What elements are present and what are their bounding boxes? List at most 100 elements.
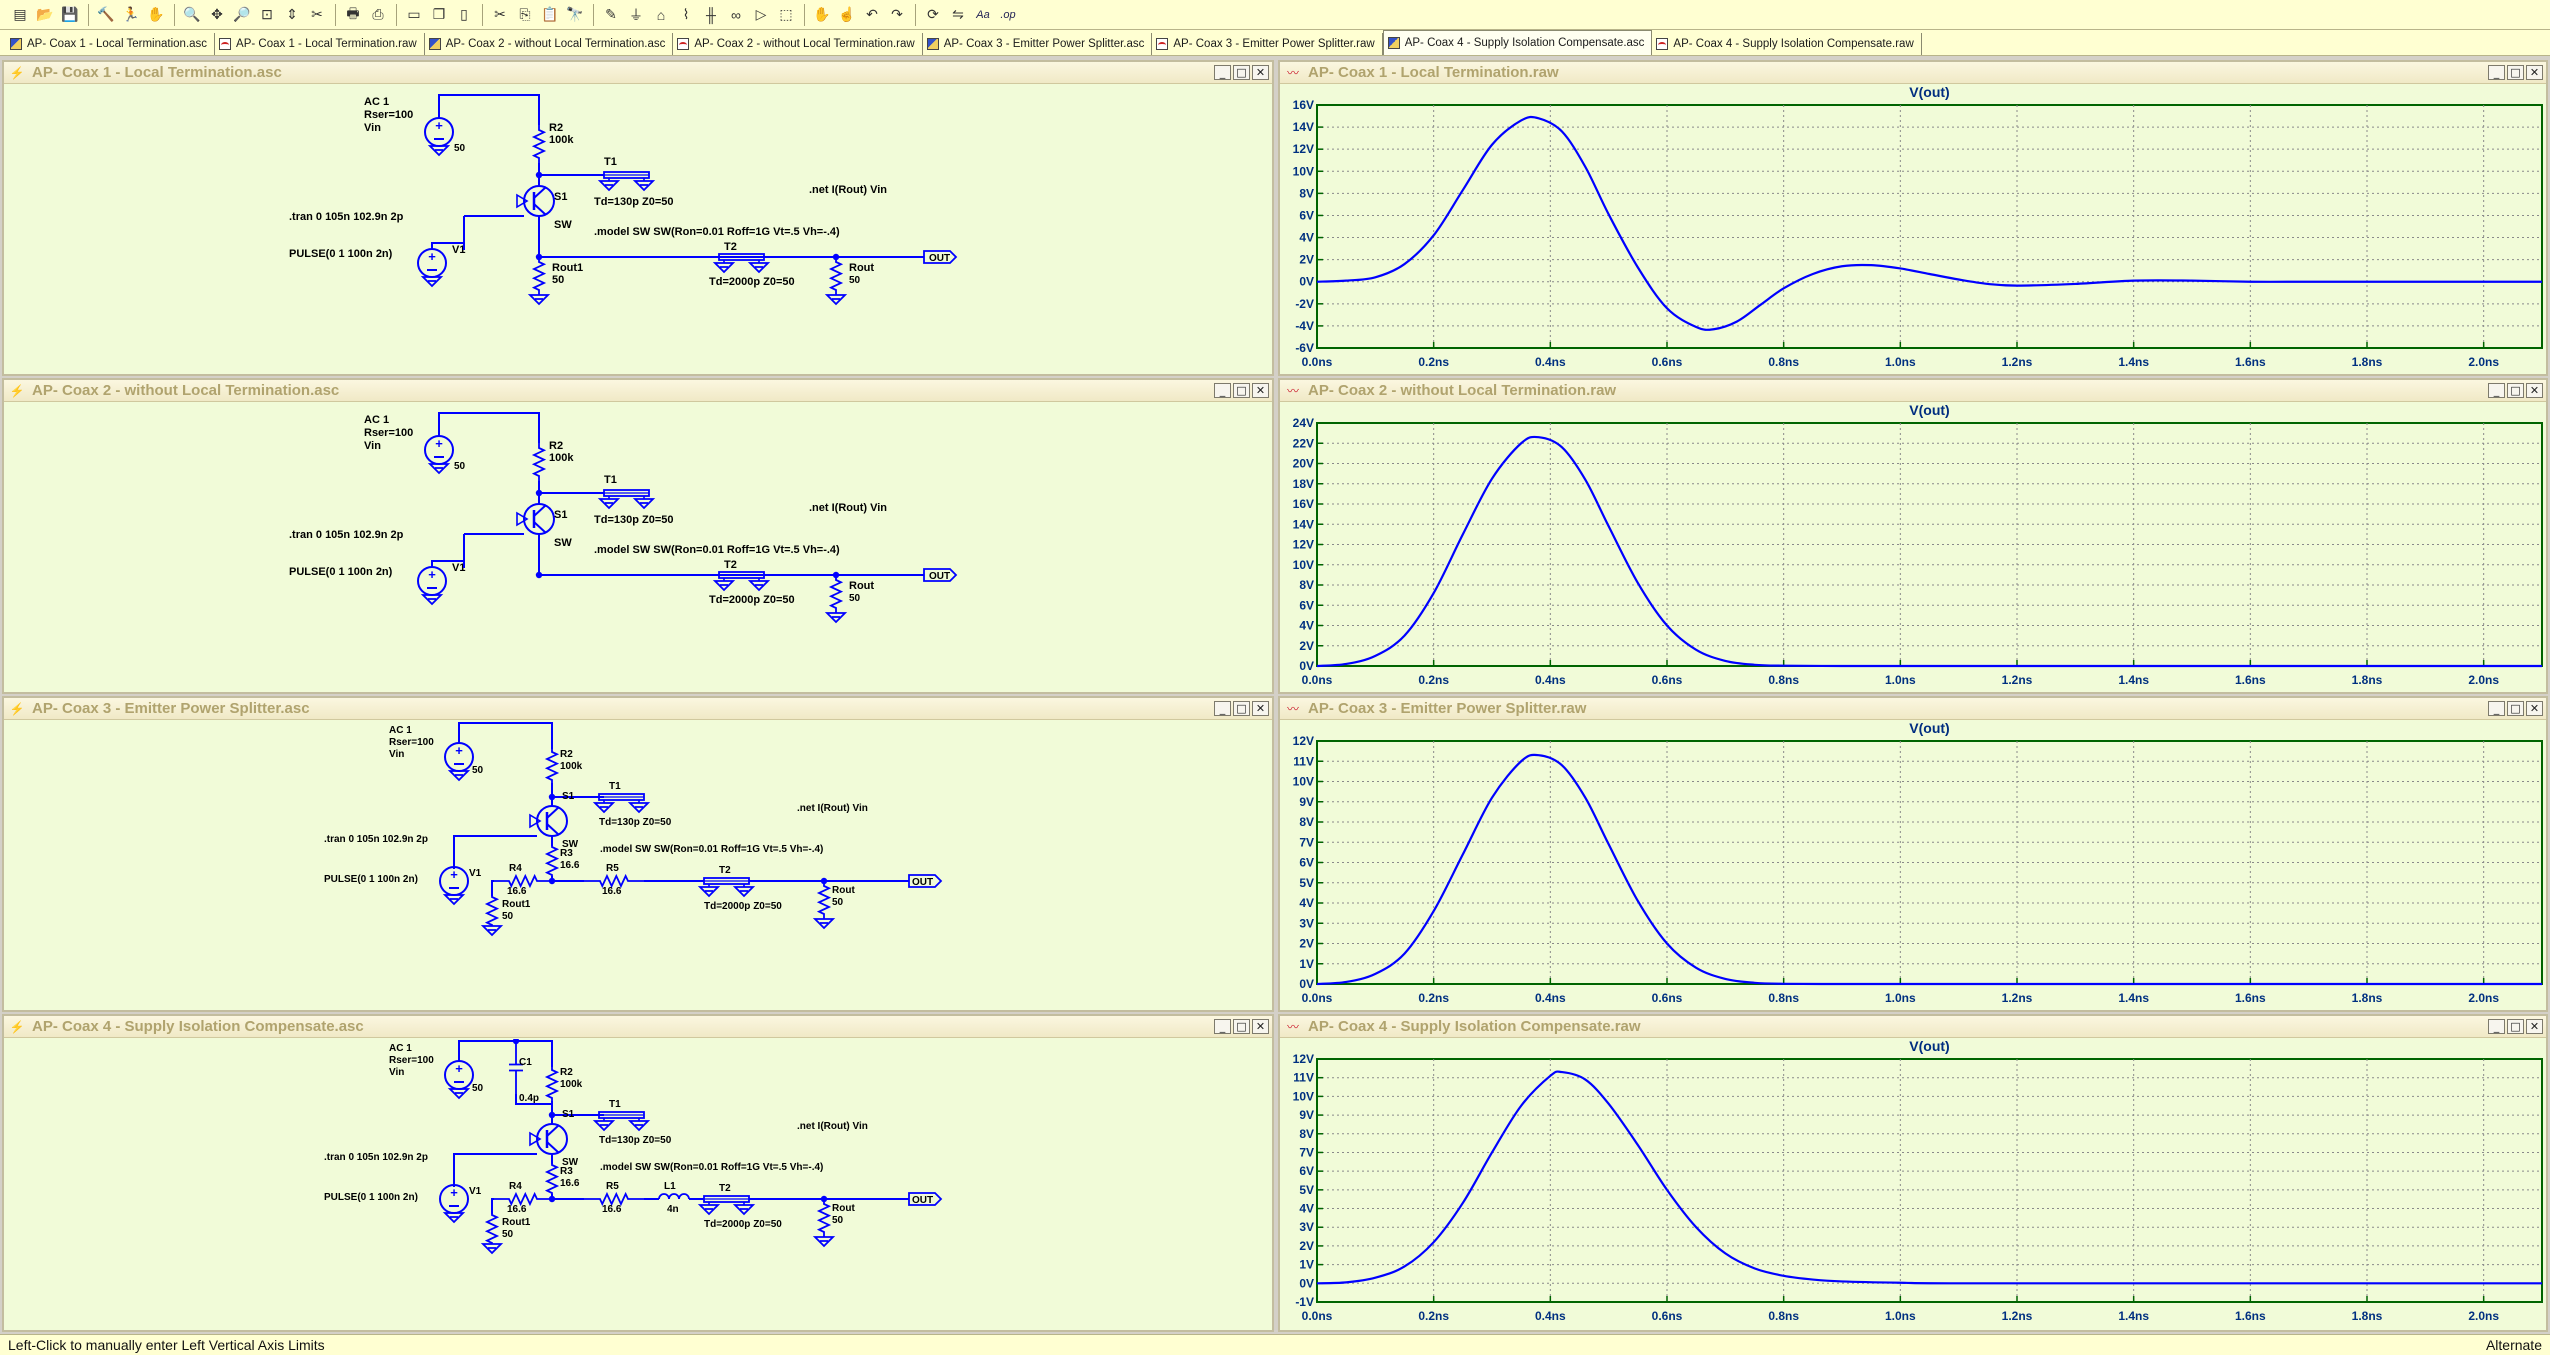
delete-icon[interactable]: ✂ [311, 6, 323, 22]
window-titlebar[interactable]: ⚡ AP- Coax 4 - Supply Isolation Compensat… [4, 1016, 1272, 1038]
document-tab[interactable]: AP- Coax 4 - Supply Isolation Compensate… [1382, 30, 1653, 55]
trace-vout[interactable] [1316, 1070, 2542, 1285]
maximize-button[interactable]: □ [2507, 1019, 2524, 1034]
out-port-flag[interactable] [908, 1192, 943, 1206]
maximize-button[interactable]: □ [1233, 701, 1250, 716]
window-titlebar[interactable]: 〰 AP- Coax 4 - Supply Isolation Compensat… [1280, 1016, 2546, 1038]
close-button[interactable]: ✕ [2526, 383, 2543, 398]
ground-icon[interactable] [447, 770, 471, 782]
minimize-button[interactable]: _ [1214, 383, 1231, 398]
t2-tline[interactable] [712, 253, 771, 274]
run-icon[interactable]: 🏃 [122, 6, 140, 22]
t1-tline[interactable] [592, 793, 651, 814]
ground-icon[interactable] [480, 1243, 504, 1255]
maximize-button[interactable]: □ [1233, 65, 1250, 80]
wire[interactable] [453, 835, 537, 869]
component-icon[interactable]: ⬚ [779, 6, 793, 22]
waveform-window[interactable]: 〰 AP- Coax 2 - without Local Termination.… [1278, 378, 2548, 694]
rout1-resistor[interactable] [531, 257, 547, 295]
schematic-canvas[interactable]: + AC 1 Rser=100 Vin 50 R2 100k T1 Td=130p Z0=50 S… [4, 85, 1272, 374]
waveform-window[interactable]: 〰 AP- Coax 1 - Local Termination.raw _ □ ✕ V(… [1278, 60, 2548, 376]
ground-icon[interactable] [597, 498, 621, 510]
document-tab[interactable]: AP- Coax 1 - Local Termination.asc [6, 33, 216, 55]
trace-vout[interactable] [1316, 753, 2542, 986]
document-tab[interactable]: AP- Coax 2 - without Local Termination.r… [673, 33, 923, 55]
ground-icon[interactable] [427, 145, 451, 157]
wire-icon[interactable]: ✎ [605, 6, 617, 22]
undo-icon[interactable]: ↶ [866, 6, 878, 22]
ground-icon[interactable] [712, 262, 736, 274]
wire[interactable] [431, 242, 465, 250]
print-preview-icon[interactable]: ⎙ [372, 6, 384, 22]
s1-switch[interactable] [529, 805, 568, 837]
t2-tline[interactable] [697, 1195, 756, 1216]
ground-icon[interactable] [812, 1236, 836, 1248]
ground-icon[interactable] [747, 262, 771, 274]
control-panel-icon[interactable]: 🔨 [97, 6, 115, 22]
document-tab[interactable]: AP- Coax 3 - Emitter Power Splitter.raw [1152, 33, 1383, 55]
ground-icon[interactable] [592, 802, 616, 814]
ground-icon[interactable] [747, 580, 771, 592]
inductor-icon[interactable]: ∞ [731, 6, 741, 23]
redo-icon[interactable]: ↷ [891, 6, 903, 22]
ground-icon[interactable] [697, 886, 721, 898]
close-button[interactable]: ✕ [1252, 1019, 1269, 1034]
ground-icon[interactable] [732, 1204, 756, 1216]
wire[interactable] [431, 560, 465, 568]
t1-tline[interactable] [592, 1111, 651, 1132]
ground-icon[interactable] [712, 580, 736, 592]
pan-icon[interactable]: ✥ [211, 6, 223, 22]
halt-icon[interactable]: ✋ [147, 6, 165, 22]
s1-switch[interactable] [516, 503, 555, 535]
ground-icon[interactable] [447, 1088, 471, 1100]
r3-resistor[interactable] [544, 846, 560, 876]
wire[interactable] [438, 412, 540, 443]
rout-resistor[interactable] [828, 257, 844, 295]
ground-icon[interactable] [597, 180, 621, 192]
schematic-window[interactable]: ⚡ AP- Coax 2 - without Local Termination.… [2, 378, 1274, 694]
close-button[interactable]: ✕ [1252, 383, 1269, 398]
plot-pane[interactable]: V(out) 16V 14V 12V 10V 8V 6V 4V 2V 0V -2V -4V -6V 0.0… [1280, 84, 2546, 375]
maximize-button[interactable]: □ [2507, 65, 2524, 80]
save-icon[interactable]: 💾 [61, 6, 79, 22]
move-icon[interactable]: ✋ [813, 6, 831, 22]
rout-resistor[interactable] [828, 575, 844, 613]
ground-icon[interactable] [427, 463, 451, 475]
window-titlebar[interactable]: 〰 AP- Coax 1 - Local Termination.raw _ □ ✕ [1280, 62, 2546, 84]
maximize-button[interactable]: □ [1233, 1019, 1250, 1034]
autorange-icon[interactable]: ⇕ [286, 6, 298, 22]
r3-resistor[interactable] [544, 1164, 560, 1194]
minimize-button[interactable]: _ [2488, 701, 2505, 716]
trace-vout[interactable] [1316, 115, 2542, 331]
r4-resistor[interactable] [494, 1191, 552, 1207]
ground-icon[interactable] [420, 594, 444, 606]
waveform-window[interactable]: 〰 AP- Coax 3 - Emitter Power Splitter.raw… [1278, 696, 2548, 1012]
minimize-button[interactable]: _ [2488, 383, 2505, 398]
diode-icon[interactable]: ▷ [755, 6, 767, 22]
r2-resistor[interactable] [544, 1067, 560, 1101]
paste-icon[interactable]: 📋 [541, 6, 559, 22]
wire[interactable] [491, 1198, 494, 1214]
r2-resistor[interactable] [531, 443, 547, 481]
waveform-svg[interactable]: V(out) 24V 22V 20V 18V 16V 14V 12V 10V 8V 6V 4V 2V 0V… [1280, 402, 2546, 693]
maximize-button[interactable]: □ [1233, 383, 1250, 398]
wire[interactable] [438, 94, 540, 125]
cut-icon[interactable]: ✂ [494, 6, 506, 22]
plot-pane[interactable]: V(out) 12V 11V 10V 9V 8V 7V 6V 5V 4V 3V 2V 1V 0V 0.0ns… [1280, 720, 2546, 1010]
ground-icon[interactable]: ⏚ [629, 6, 643, 23]
find-icon[interactable]: 🔭 [566, 6, 584, 22]
minimize-button[interactable]: _ [1214, 701, 1231, 716]
c1-capacitor[interactable] [509, 1041, 523, 1094]
ground-icon[interactable] [632, 498, 656, 510]
minimize-button[interactable]: _ [1214, 1019, 1231, 1034]
capacitor-icon[interactable]: ╫ [706, 6, 716, 23]
maximize-button[interactable]: □ [2507, 383, 2524, 398]
rout1-resistor[interactable] [484, 896, 500, 926]
t2-tline[interactable] [697, 877, 756, 898]
r2-resistor[interactable] [544, 749, 560, 783]
document-tab[interactable]: AP- Coax 3 - Emitter Power Splitter.asc [923, 33, 1153, 55]
waveform-svg[interactable]: V(out) 16V 14V 12V 10V 8V 6V 4V 2V 0V -2V -4V -6V0.0… [1280, 84, 2546, 375]
wire[interactable] [515, 1094, 552, 1105]
